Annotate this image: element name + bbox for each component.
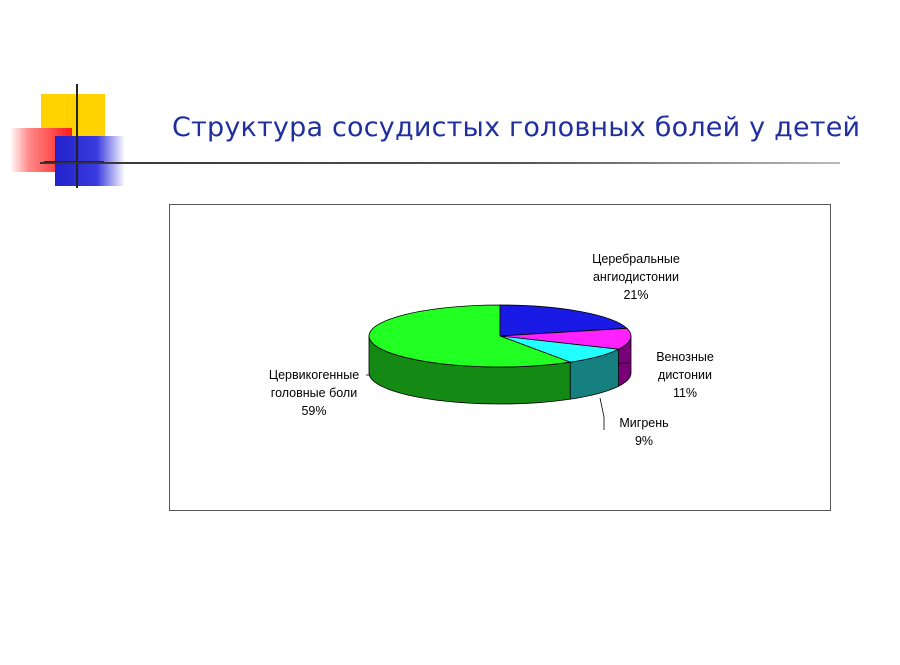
slice-label-3: Цервикогенные	[269, 368, 359, 382]
pie-slice-0	[499, 304, 628, 337]
chart-area: Церебральные ангиодистонии 21% Венозные дист…	[169, 204, 831, 511]
pie-slice-1	[499, 327, 632, 350]
slide-title: Структура сосудистых головных болей у де…	[172, 112, 861, 143]
pie-slice-3	[368, 304, 572, 368]
slice-label-2: Мигрень	[619, 416, 668, 430]
pie-chart: Церебральные ангиодистонии 21% Венозные дист…	[269, 252, 714, 448]
title-divider	[40, 162, 840, 164]
slice-label-0: Церебральные	[592, 252, 680, 266]
slice-label-1: Венозные	[656, 350, 714, 364]
data-label-0: 21%	[623, 288, 648, 302]
data-label-2: 9%	[635, 434, 653, 448]
data-label-1: 11%	[673, 386, 697, 400]
decor-vertical-line	[76, 84, 78, 188]
leader-line-2	[599, 397, 605, 430]
data-label-3: 59%	[301, 404, 326, 418]
slice-label-0: ангиодистонии	[593, 270, 679, 284]
slice-label-3: головные боли	[271, 386, 357, 400]
slice-label-1: дистонии	[658, 368, 712, 382]
